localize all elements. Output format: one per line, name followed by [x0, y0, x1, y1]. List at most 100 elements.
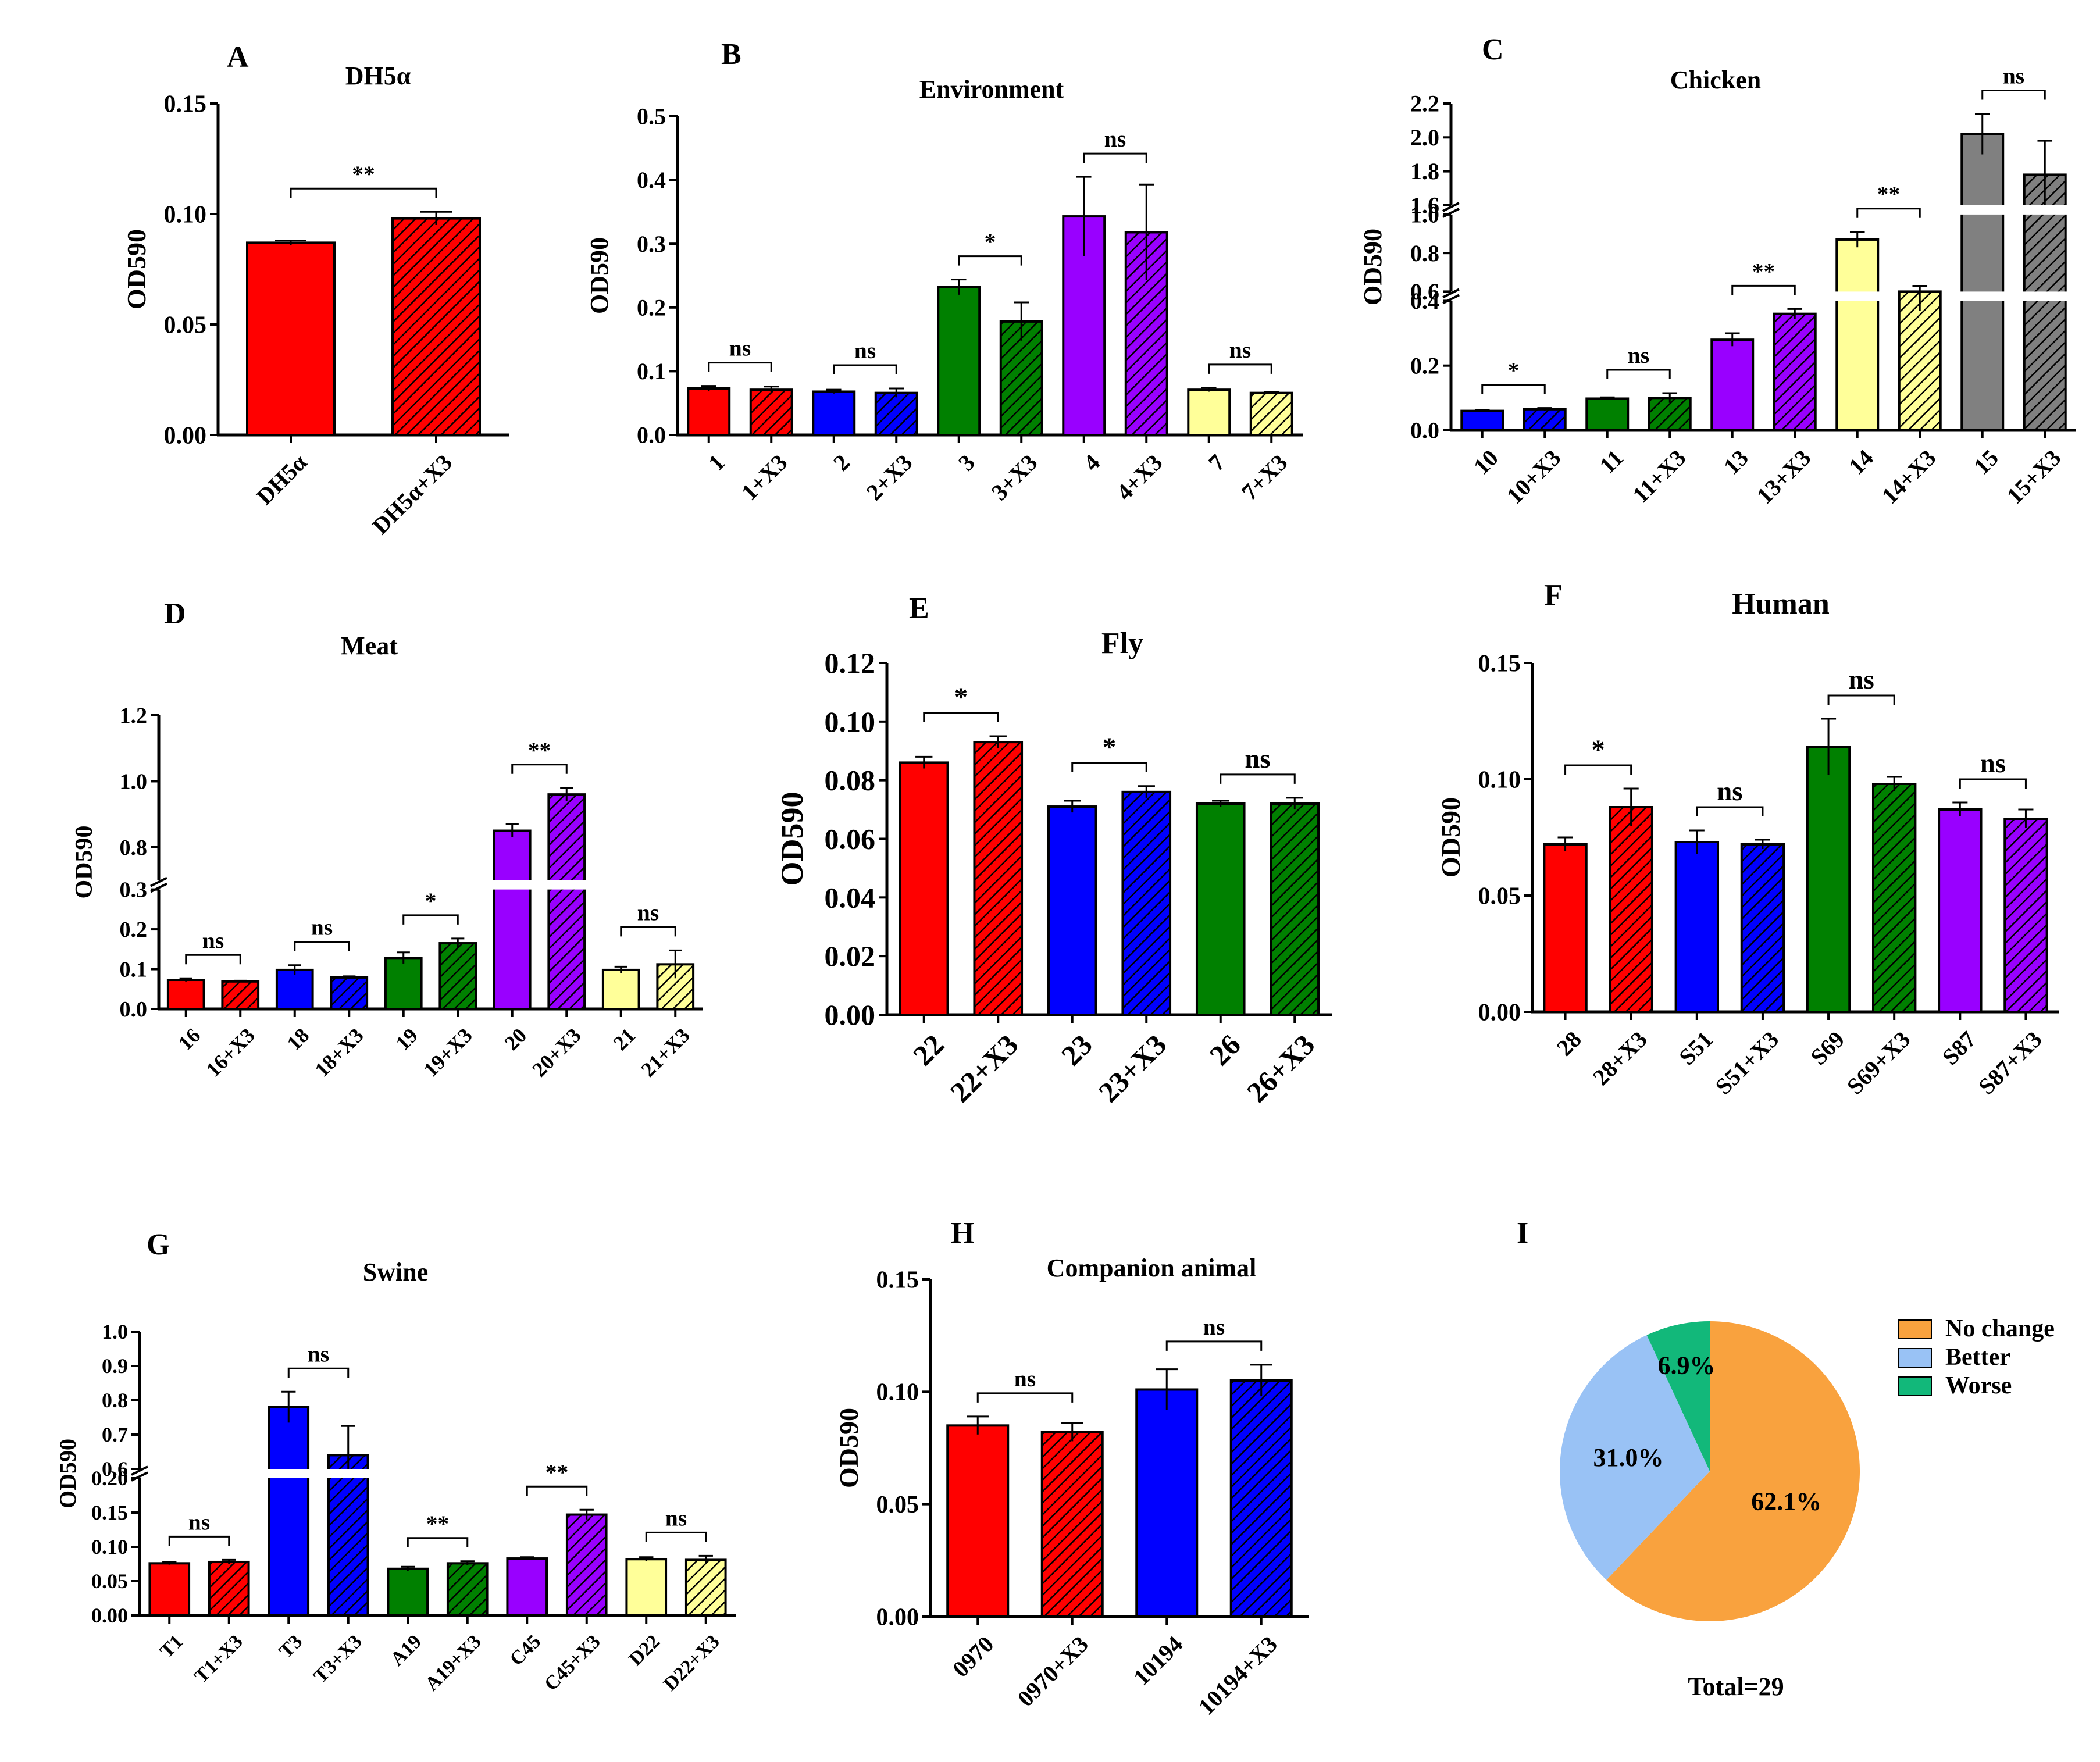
y-tick-label: 0.2: [120, 918, 148, 942]
x-tick-label: 7+X3: [1236, 449, 1293, 505]
y-tick-label: 0.00: [91, 1604, 128, 1627]
y-tick-label: 0.00: [164, 422, 207, 449]
bar-23-x3: [1121, 790, 1172, 1016]
x-tick-label: 2: [828, 449, 855, 476]
bar-break-gap: [2022, 291, 2067, 301]
bar-16-x3: [221, 980, 260, 1010]
x-tick-label: D22: [625, 1631, 665, 1670]
legend-label: No change: [1945, 1315, 2055, 1342]
y-tick-label: 0.15: [91, 1501, 128, 1524]
axis-break-mark: [1442, 202, 1460, 212]
bar-20-x3: [547, 793, 586, 1010]
bar-11: [1585, 397, 1630, 432]
panel-letter: E: [909, 592, 929, 625]
bar-dh5-x3: [391, 217, 481, 436]
bar-c45: [506, 1557, 548, 1617]
x-tick-label: S69: [1805, 1026, 1849, 1070]
significance-bracket: [1827, 694, 1895, 705]
significance-label: ns: [188, 1509, 210, 1535]
panel-letter: B: [721, 38, 741, 71]
x-tick-label: 28: [1552, 1026, 1586, 1061]
bar-19-x3: [438, 942, 477, 1011]
significance-bracket: [833, 364, 897, 374]
bar-s69-x3: [1871, 783, 1917, 1013]
bar-break-gap: [1960, 291, 2005, 301]
bar-14: [1835, 238, 1880, 431]
x-tick-label: A19+X3: [421, 1631, 486, 1695]
legend-label: Worse: [1945, 1372, 2012, 1399]
bar-28: [1543, 843, 1588, 1013]
bar-22: [899, 761, 949, 1016]
y-tick-label: 0.4: [637, 167, 666, 193]
panel-g: G Swine 0.00 0.05 0.10 0.15 0.200.6 0.7 0.8 0.9 1.…: [55, 1228, 736, 1695]
x-tick-label: 22: [907, 1028, 950, 1072]
y-tick-label: 0.15: [876, 1267, 919, 1293]
y-tick-label: 0.04: [825, 881, 876, 914]
x-tick-label: 15+X3: [2002, 444, 2066, 509]
bar-3: [937, 286, 981, 436]
panel-letter: I: [1517, 1217, 1528, 1250]
y-axis-label: OD590: [1436, 797, 1466, 878]
bar-2-x3: [874, 391, 918, 436]
bar-t3: [268, 1406, 310, 1617]
y-tick-label: 1.6: [1410, 192, 1439, 219]
x-tick-label: 13: [1718, 444, 1753, 479]
x-tick-label: 19: [391, 1023, 422, 1055]
legend-swatch: [1898, 1319, 1932, 1339]
significance-bracket: [1959, 778, 2027, 789]
panel-b: B Environment 0.0 0.1 0.2 0.3 0.4 0.5 OD590 1 1+X3…: [585, 38, 1303, 505]
x-tick-label: 20+X3: [527, 1023, 585, 1081]
pie-slice-worse: [1646, 1321, 1710, 1471]
significance-label: *: [954, 682, 968, 712]
chart-title: Environment: [919, 75, 1064, 104]
significance-bracket: [287, 1367, 350, 1378]
pie-slice-label: 6.9%: [1658, 1351, 1716, 1380]
significance-bracket: [1606, 369, 1671, 380]
y-tick-label: 0.4: [1410, 288, 1439, 314]
panel-a: A DH5α 0.00 0.05 0.10 0.15 OD590 DH5α DH5α+X3 **: [122, 41, 509, 539]
x-tick-label: 21+X3: [636, 1023, 694, 1081]
y-tick-label: 0.12: [825, 647, 876, 679]
bar-26: [1195, 802, 1246, 1016]
significance-label: ns: [1104, 126, 1126, 152]
x-tick-label: 11: [1594, 444, 1628, 479]
bar-t1-x3: [208, 1560, 250, 1617]
x-tick-label: T1+X3: [190, 1631, 247, 1687]
bar-d22-x3: [684, 1558, 727, 1617]
x-tick-label: 15: [1969, 444, 2003, 479]
significance-bracket: [620, 926, 676, 937]
bar-26-x3: [1270, 802, 1320, 1016]
bar-22-x3: [973, 741, 1024, 1016]
y-tick-label: 0.0: [1410, 418, 1439, 444]
x-tick-label: 18+X3: [310, 1023, 368, 1081]
x-tick-label: 20: [500, 1023, 531, 1055]
x-tick-label: T3+X3: [309, 1631, 366, 1687]
significance-bracket: [1856, 208, 1921, 218]
x-tick-label: C45: [506, 1631, 545, 1670]
x-tick-label: 11+X3: [1627, 444, 1691, 508]
legend-swatch: [1898, 1348, 1932, 1368]
x-tick-label: 22+X3: [944, 1028, 1024, 1108]
significance-label: ns: [2003, 63, 2024, 88]
y-tick-label: 0.10: [1478, 766, 1521, 793]
bar-break-gap: [267, 1469, 311, 1478]
x-tick-label: 1: [703, 449, 730, 476]
bar-0970: [946, 1424, 1010, 1618]
bar-t3-x3: [327, 1454, 369, 1617]
bar-a19: [387, 1567, 429, 1617]
x-tick-label: 23: [1055, 1028, 1099, 1072]
significance-label: **: [528, 737, 551, 763]
significance-bracket: [526, 1485, 588, 1496]
significance-label: ns: [1849, 665, 1874, 695]
x-tick-label: C45+X3: [540, 1631, 605, 1695]
significance-label: ns: [665, 1505, 687, 1531]
x-tick-label: 4+X3: [1111, 449, 1168, 505]
significance-bracket: [976, 1392, 1074, 1403]
bar-10194: [1135, 1388, 1199, 1618]
significance-label: ns: [308, 1341, 329, 1367]
y-tick-label: 0.5: [637, 104, 666, 130]
panel-letter: F: [1544, 579, 1563, 612]
bar-20: [493, 829, 532, 1011]
